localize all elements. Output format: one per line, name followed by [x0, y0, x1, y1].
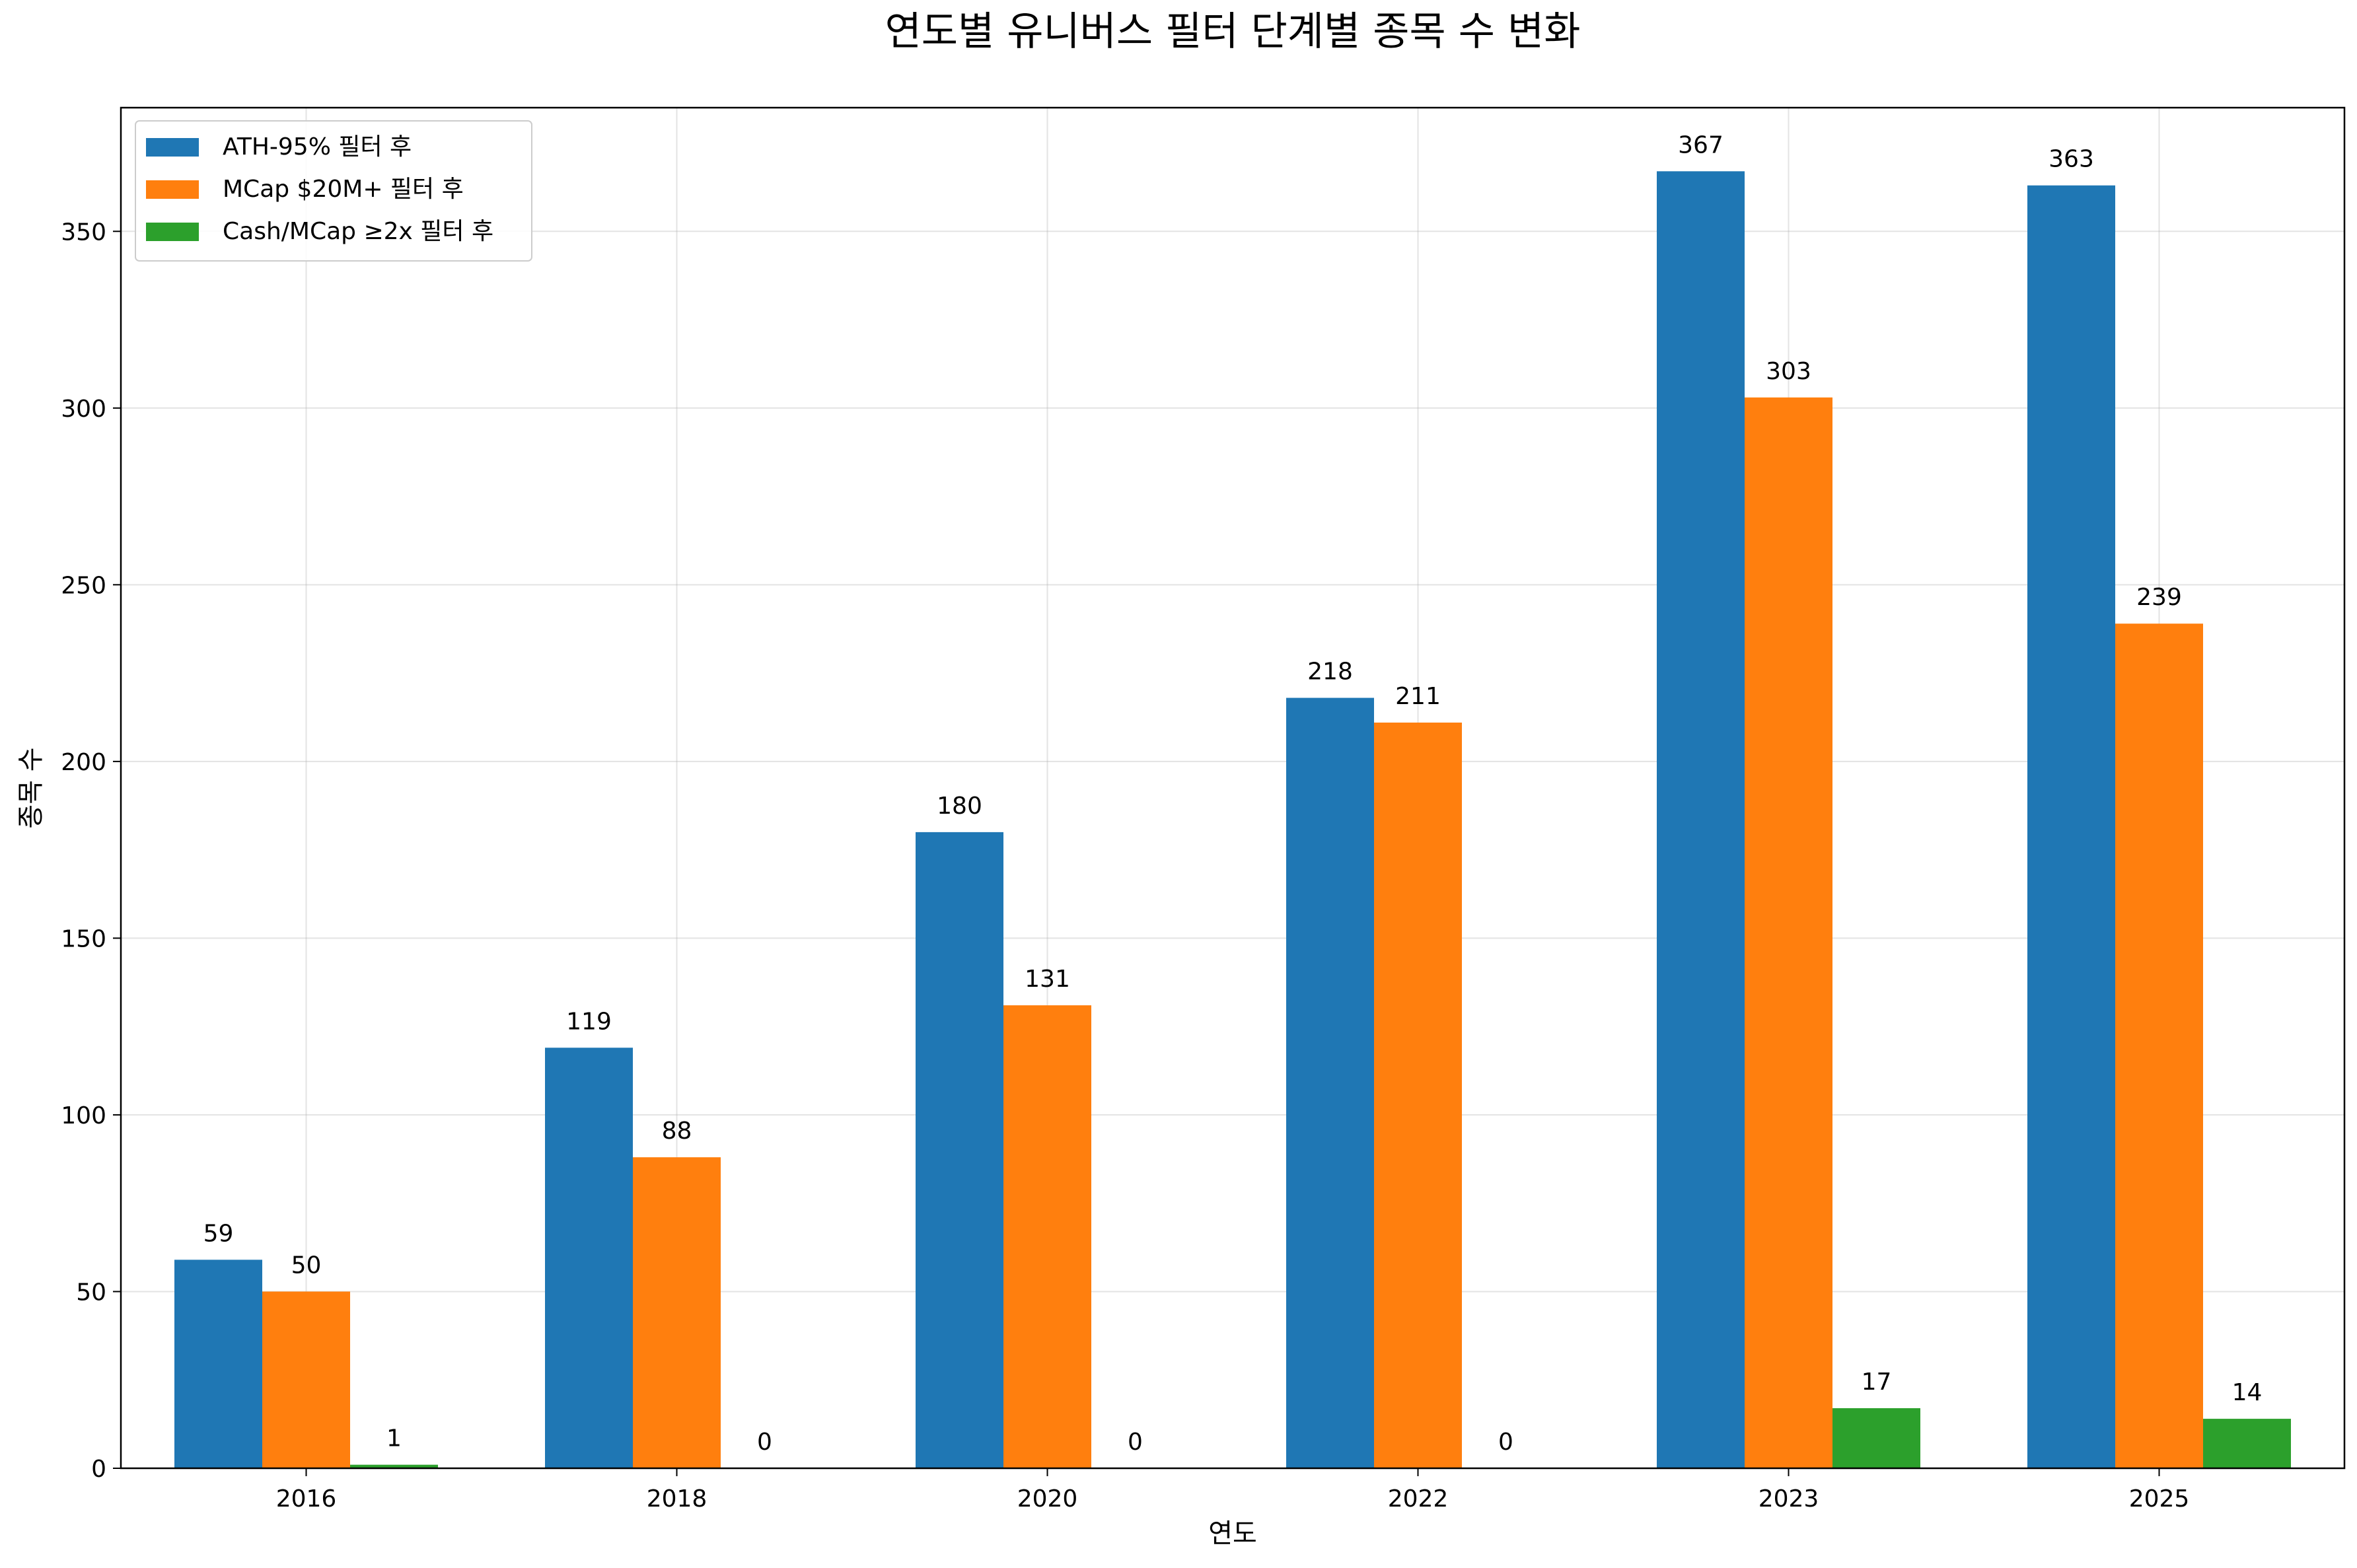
bar-value-label: 17: [1862, 1369, 1892, 1396]
bar-value-label: 363: [2049, 146, 2094, 173]
x-tick-label: 2020: [1017, 1485, 1078, 1513]
x-tick-label: 2022: [1388, 1485, 1449, 1513]
bar: [174, 1260, 262, 1468]
bar: [350, 1464, 438, 1468]
legend-swatch: [146, 180, 199, 199]
legend-box: [135, 120, 532, 262]
bar: [1745, 397, 1832, 1469]
bar: [1657, 171, 1745, 1469]
y-tick-label: 200: [61, 749, 106, 776]
bar-value-label: 131: [1025, 966, 1070, 993]
legend-label: ATH-95% 필터 후: [223, 133, 412, 160]
y-tick-label: 250: [61, 572, 106, 599]
y-tick-label: 150: [61, 925, 106, 952]
bar: [633, 1157, 721, 1468]
y-tick-label: 350: [61, 219, 106, 246]
x-tick-label: 2018: [647, 1485, 707, 1513]
x-tick-label: 2016: [276, 1485, 337, 1513]
bar: [916, 832, 1003, 1468]
bar: [1286, 697, 1374, 1468]
legend: ATH-95% 필터 후 MCap $20M+ 필터 후 Cash/MCap ≥2x…: [135, 120, 532, 262]
x-tick-label: 2025: [2129, 1485, 2190, 1513]
legend-swatch: [146, 138, 199, 157]
bar-value-label: 0: [1498, 1429, 1513, 1456]
bar: [2027, 185, 2115, 1468]
bar: [262, 1291, 350, 1468]
bar-value-label: 0: [757, 1429, 772, 1456]
bar-value-label: 88: [662, 1118, 692, 1145]
bar-value-label: 180: [937, 793, 982, 820]
bar: [1374, 723, 1462, 1468]
y-tick-label: 100: [61, 1102, 106, 1129]
legend-label: MCap $20M+ 필터 후: [223, 176, 464, 203]
bar: [2115, 624, 2203, 1468]
data-labels: 59 119 180 218 367 363 50 88 131 211 303 239 1 0 0 0 17 1…: [203, 131, 2263, 1456]
bar-value-label: 0: [1128, 1429, 1143, 1456]
bar-value-label: 303: [1766, 358, 1811, 385]
x-axis-label: 연도: [1208, 1518, 1257, 1549]
bar-value-label: 59: [203, 1220, 234, 1247]
bars: [174, 171, 2291, 1469]
legend-swatch: [146, 223, 199, 241]
bar: [545, 1048, 633, 1468]
bar: [2203, 1419, 2291, 1468]
y-tick-label: 50: [76, 1279, 106, 1306]
y-tick-label: 0: [91, 1456, 106, 1483]
y-axis-label: 종목 수: [16, 747, 46, 828]
bar-value-label: 239: [2136, 584, 2182, 611]
bar: [1832, 1408, 1920, 1468]
bar: [1003, 1005, 1091, 1468]
bar-value-label: 119: [566, 1008, 612, 1035]
y-tick-label: 300: [61, 396, 106, 423]
legend-label: Cash/MCap ≥2x 필터 후: [223, 218, 493, 245]
bar-value-label: 50: [291, 1252, 322, 1279]
x-tick-label: 2023: [1759, 1485, 1819, 1513]
chart-title: 연도별 유니버스 필터 단계별 종목 수 변화: [885, 9, 1581, 55]
plot-frame: [120, 106, 2346, 1470]
bar-value-label: 14: [2232, 1379, 2263, 1406]
bar-value-label: 367: [1678, 131, 1723, 159]
bar-value-label: 211: [1395, 683, 1441, 710]
bar-value-label: 1: [386, 1425, 402, 1452]
bar-value-label: 218: [1307, 659, 1353, 686]
